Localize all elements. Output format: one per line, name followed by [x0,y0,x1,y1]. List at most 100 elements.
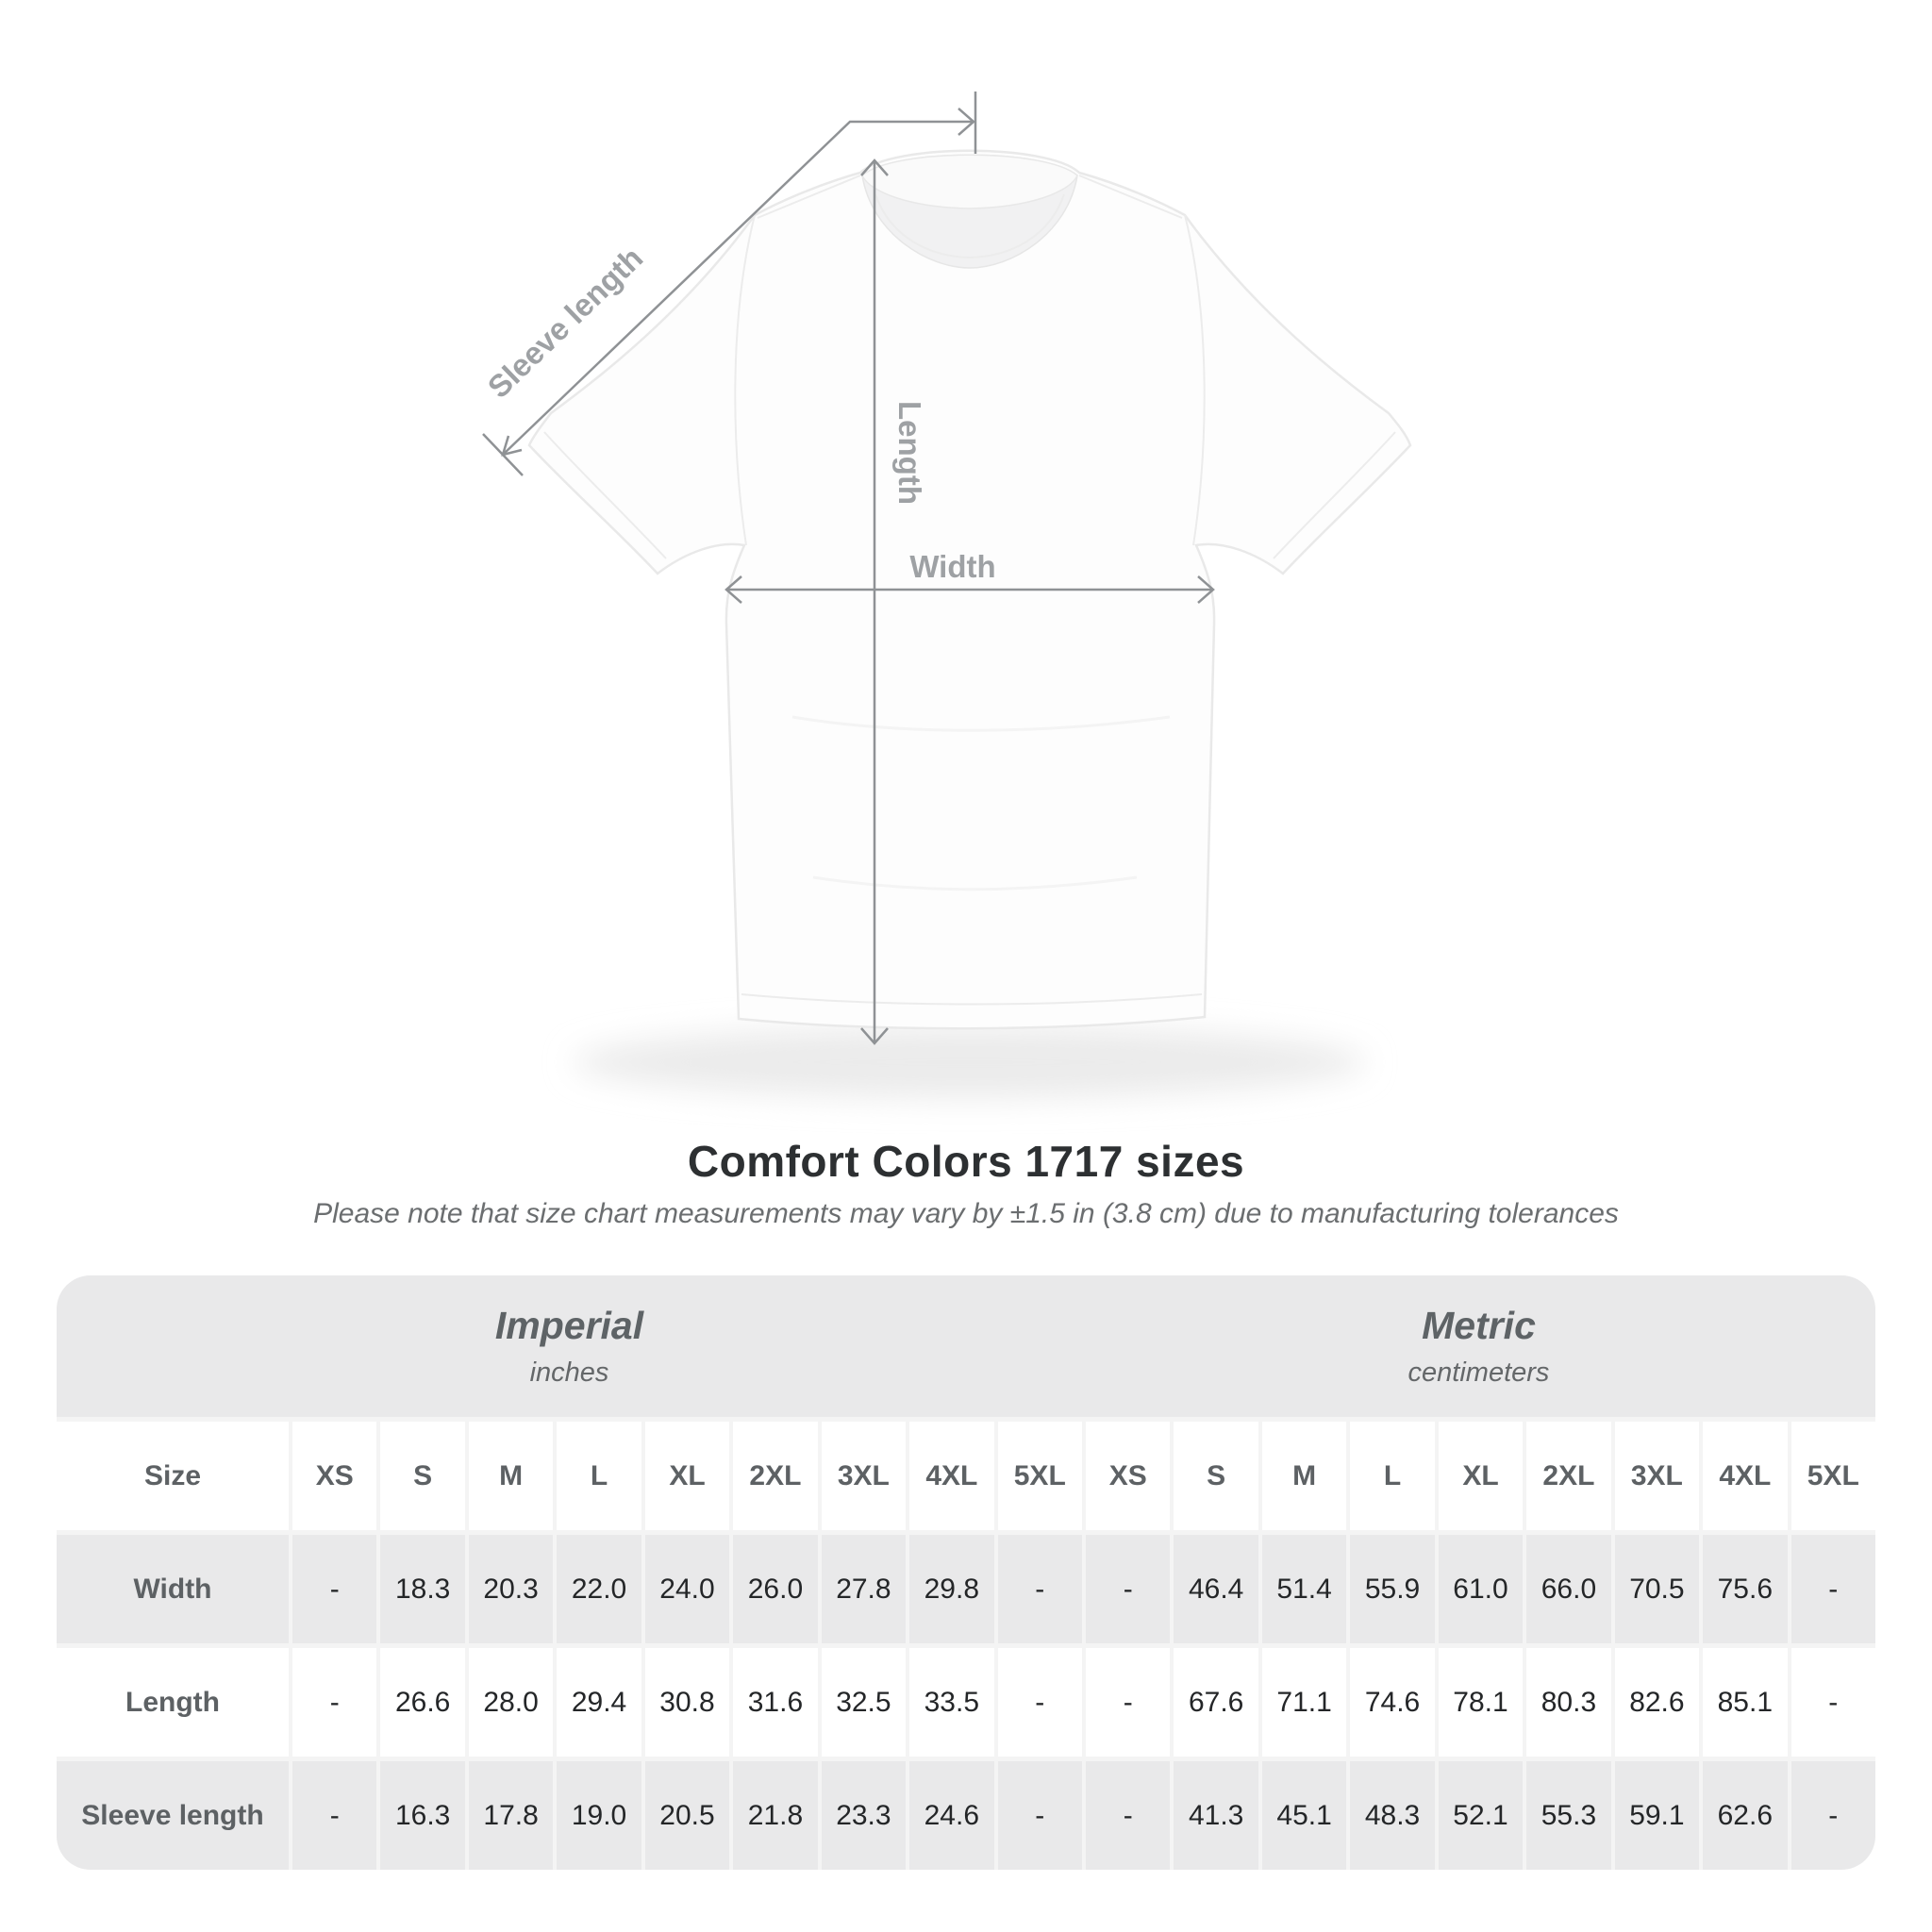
size-header-imperial: S [380,1422,465,1530]
measurement-cell-imperial: - [292,1761,377,1870]
length-top-arrowhead [860,158,889,176]
size-header-metric: XL [1438,1422,1524,1530]
size-header-imperial: M [468,1422,554,1530]
measurement-cell-metric: 75.6 [1703,1535,1788,1643]
size-header-metric: 2XL [1526,1422,1611,1530]
length-bottom-arrowhead [860,1027,889,1045]
metric-header-title: Metric [1422,1304,1536,1347]
measurement-cell-metric: - [1790,1535,1875,1643]
measurement-cell-metric: - [1790,1761,1875,1870]
sleeve-length-line [502,120,974,456]
measurement-cell-imperial: - [292,1648,377,1757]
body-wrinkle-1 [791,715,1171,732]
measurement-cell-imperial: 29.4 [557,1648,641,1757]
page-title: Comfort Colors 1717 sizes [687,1137,1245,1186]
left-shoulder-seam [757,175,861,219]
back-collar-band [861,154,1078,209]
row-label: Sleeve length [57,1761,289,1870]
width-label: Width [909,549,995,584]
measurement-cell-imperial: 28.0 [468,1648,554,1757]
length-label: Length [892,401,927,505]
measurement-cell-metric: 41.3 [1174,1761,1258,1870]
hem-stitch [741,993,1203,1006]
measurement-cell-metric: 66.0 [1526,1535,1611,1643]
row-label: Length [57,1648,289,1757]
left-armhole-seam [734,214,756,546]
size-header-metric: S [1174,1422,1258,1530]
collar-ribbing-seam [874,193,1065,259]
imperial-header: Imperial inches [57,1275,1082,1417]
shirt-shadow [574,1026,1366,1098]
measurement-cell-metric: 45.1 [1261,1761,1347,1870]
right-shoulder-seam [1078,175,1183,219]
measurement-cell-metric: 48.3 [1350,1761,1435,1870]
measurement-cell-metric: 46.4 [1174,1535,1258,1643]
measurement-cell-metric: 59.1 [1614,1761,1700,1870]
metric-header-subtitle: centimeters [1407,1357,1550,1388]
measurement-cell-metric: 82.6 [1614,1648,1700,1757]
measurement-cell-metric: 78.1 [1438,1648,1524,1757]
unit-header-row: Imperial inches Metric centimeters [57,1275,1875,1417]
measurement-cell-metric: 61.0 [1438,1535,1524,1643]
measurement-cell-imperial: 31.6 [733,1648,818,1757]
size-header-imperial: 4XL [909,1422,994,1530]
size-header-metric: 4XL [1703,1422,1788,1530]
right-armhole-seam [1184,214,1206,546]
size-header-metric: 5XL [1790,1422,1875,1530]
measurement-cell-imperial: 30.8 [644,1648,730,1757]
size-table-grid: Size XS S M L XL 2XL 3XL 4XL 5XL XS S M L XL 2XL 3XL 4XL 5… [57,1422,1875,1870]
tshirt-diagram: Sleeve length Length Width [481,92,1412,1098]
size-header-imperial: XL [644,1422,730,1530]
measurement-cell-imperial: 26.6 [380,1648,465,1757]
measurement-cell-imperial: 23.3 [821,1761,907,1870]
measurement-cell-imperial: 21.8 [733,1761,818,1870]
row-label: Width [57,1535,289,1643]
measurement-cell-imperial: 32.5 [821,1648,907,1757]
metric-header: Metric centimeters [1082,1275,1875,1417]
size-header-metric: 3XL [1614,1422,1700,1530]
measurement-cell-metric: 70.5 [1614,1535,1700,1643]
measurement-cell-metric: - [1085,1648,1171,1757]
measurement-cell-imperial: 33.5 [909,1648,994,1757]
measurement-cell-imperial: 26.0 [733,1535,818,1643]
measurement-cell-imperial: - [997,1535,1082,1643]
measurement-cell-imperial: - [292,1535,377,1643]
size-column-header: Size [57,1422,289,1530]
size-table: Imperial inches Metric centimeters Size X… [57,1275,1875,1870]
measurement-cell-imperial: 24.0 [644,1535,730,1643]
size-header-metric: XS [1085,1422,1171,1530]
measurement-cell-imperial: 27.8 [821,1535,907,1643]
left-cuff-stitch [543,431,667,559]
measurement-cell-metric: 85.1 [1703,1648,1788,1757]
measurement-cell-metric: - [1790,1648,1875,1757]
measurement-cell-metric: 52.1 [1438,1761,1524,1870]
width-right-arrowhead [1197,575,1215,604]
imperial-header-title: Imperial [494,1304,644,1347]
size-header-imperial: L [557,1422,641,1530]
measurement-cell-imperial: 19.0 [557,1761,641,1870]
measurement-cell-imperial: 18.3 [380,1535,465,1643]
size-header-imperial: 2XL [733,1422,818,1530]
measurement-cell-metric: 80.3 [1526,1648,1611,1757]
measurement-cell-metric: 74.6 [1350,1648,1435,1757]
width-left-arrowhead [724,575,742,604]
measurement-cell-imperial: 17.8 [468,1761,554,1870]
measurement-cell-metric: - [1085,1535,1171,1643]
measurement-cell-imperial: 16.3 [380,1761,465,1870]
measurement-cell-imperial: 24.6 [909,1761,994,1870]
measurement-cell-imperial: - [997,1761,1082,1870]
measurement-cell-imperial: 22.0 [557,1535,641,1643]
page-subtitle: Please note that size chart measurements… [313,1198,1619,1229]
size-header-imperial: 5XL [997,1422,1082,1530]
measurement-cell-metric: - [1085,1761,1171,1870]
measurement-cell-imperial: - [997,1648,1082,1757]
measurement-cell-metric: 55.9 [1350,1535,1435,1643]
size-header-metric: M [1261,1422,1347,1530]
sleeve-length-end-tick [482,433,524,476]
measurement-cell-imperial: 20.3 [468,1535,554,1643]
sleeve-length-right-arrowhead [958,108,975,136]
measurement-cell-imperial: 29.8 [909,1535,994,1643]
measurement-cell-metric: 62.6 [1703,1761,1788,1870]
size-header-imperial: 3XL [821,1422,907,1530]
